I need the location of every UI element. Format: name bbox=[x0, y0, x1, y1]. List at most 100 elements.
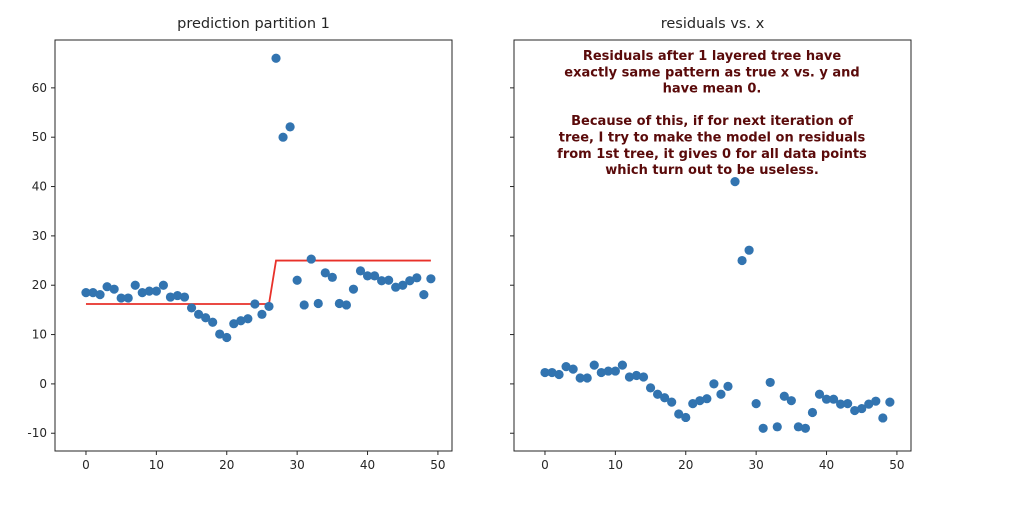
x-tick-label: 30 bbox=[290, 458, 305, 472]
data-point bbox=[137, 288, 147, 298]
data-point bbox=[193, 309, 204, 319]
data-point bbox=[236, 316, 246, 326]
data-point bbox=[843, 399, 853, 409]
data-point bbox=[885, 397, 895, 407]
data-point bbox=[864, 399, 874, 409]
annotation-line: have mean 0. bbox=[663, 82, 762, 97]
data-point bbox=[215, 329, 225, 339]
data-point bbox=[95, 289, 105, 300]
data-point bbox=[201, 313, 211, 323]
data-point bbox=[123, 293, 133, 303]
x-tick-label: 10 bbox=[149, 458, 164, 472]
data-point bbox=[547, 367, 557, 378]
data-point bbox=[292, 275, 302, 285]
data-point bbox=[313, 298, 323, 309]
data-point bbox=[320, 268, 330, 278]
data-point bbox=[306, 254, 316, 264]
data-point bbox=[144, 286, 154, 296]
x-tick-label: 40 bbox=[360, 458, 375, 472]
data-point bbox=[299, 300, 309, 310]
annotation-line: Because of this, if for next iteration o… bbox=[571, 114, 853, 129]
data-point bbox=[412, 273, 422, 283]
data-point bbox=[568, 364, 578, 374]
x-tick-label: 20 bbox=[219, 458, 234, 472]
data-point bbox=[800, 423, 811, 433]
data-point bbox=[250, 299, 260, 309]
data-point bbox=[186, 303, 197, 313]
x-tick-label: 50 bbox=[889, 458, 904, 472]
data-point bbox=[229, 319, 239, 329]
annotation-line: which turn out to be useless. bbox=[605, 163, 819, 178]
data-point bbox=[709, 379, 719, 389]
data-point bbox=[264, 301, 274, 312]
data-point bbox=[377, 276, 387, 286]
data-point bbox=[723, 381, 733, 391]
data-point bbox=[384, 275, 394, 285]
data-point bbox=[334, 298, 344, 309]
x-tick-label: 0 bbox=[82, 458, 90, 472]
annotation-line: from 1st tree, it gives 0 for all data p… bbox=[557, 147, 867, 162]
data-point bbox=[667, 397, 677, 407]
data-point bbox=[130, 280, 140, 290]
y-tick-label: -10 bbox=[27, 426, 47, 440]
y-tick-label: 0 bbox=[39, 377, 47, 391]
x-tick-label: 40 bbox=[819, 458, 834, 472]
data-point bbox=[243, 314, 253, 324]
data-point bbox=[695, 396, 705, 406]
subplot-1: prediction partition 1 0 10 20 30 40 50 -10 0 10 2… bbox=[27, 16, 453, 472]
data-point bbox=[172, 290, 183, 301]
data-point bbox=[878, 413, 888, 423]
data-point bbox=[772, 422, 782, 432]
data-point bbox=[222, 332, 232, 343]
y-tick-label: 10 bbox=[32, 328, 47, 342]
x-tick-label: 30 bbox=[749, 458, 764, 472]
data-point bbox=[102, 282, 112, 292]
data-point bbox=[793, 422, 803, 432]
data-point bbox=[355, 266, 366, 276]
y-tick-label: 20 bbox=[32, 278, 47, 292]
axes-frame bbox=[513, 39, 912, 452]
data-point bbox=[88, 288, 98, 298]
data-point bbox=[857, 403, 867, 414]
data-point bbox=[540, 367, 550, 378]
data-point bbox=[702, 394, 712, 404]
annotation-line: exactly same pattern as true x vs. y and bbox=[564, 65, 859, 80]
prediction-line bbox=[85, 259, 431, 305]
data-point bbox=[688, 399, 698, 409]
data-point bbox=[589, 360, 599, 370]
data-point bbox=[116, 293, 126, 303]
data-point bbox=[716, 389, 726, 399]
data-point bbox=[850, 405, 860, 416]
y-tick-label: 30 bbox=[32, 229, 47, 243]
subplot-title: prediction partition 1 bbox=[177, 16, 330, 32]
data-point bbox=[398, 280, 408, 290]
data-point bbox=[744, 245, 754, 255]
data-point bbox=[554, 369, 564, 380]
data-point bbox=[426, 274, 436, 284]
data-point bbox=[81, 288, 91, 298]
y-tick-label: 50 bbox=[32, 130, 47, 144]
data-point bbox=[341, 300, 352, 310]
data-point bbox=[179, 292, 190, 302]
data-point bbox=[348, 284, 359, 294]
data-point bbox=[779, 391, 789, 401]
data-point bbox=[582, 373, 592, 383]
data-point bbox=[369, 271, 380, 281]
data-point bbox=[624, 372, 635, 382]
data-point bbox=[208, 317, 218, 327]
data-point bbox=[807, 407, 818, 418]
data-point bbox=[786, 396, 796, 406]
x-tick-label: 50 bbox=[430, 458, 445, 472]
y-tick-label: 40 bbox=[32, 180, 47, 194]
x-tick-label: 0 bbox=[541, 458, 549, 472]
data-point bbox=[871, 396, 881, 406]
y-tick-label: 60 bbox=[32, 81, 47, 95]
data-point bbox=[610, 366, 620, 376]
data-point bbox=[561, 362, 571, 372]
axes-frame bbox=[54, 39, 453, 452]
annotation-line: tree, I try to make the model on residua… bbox=[559, 131, 866, 146]
data-point bbox=[836, 399, 846, 409]
subplot-title: residuals vs. x bbox=[661, 16, 765, 32]
subplot-2: residuals vs. x 0 10 20 30 40 50 Residuals afte… bbox=[510, 16, 912, 472]
